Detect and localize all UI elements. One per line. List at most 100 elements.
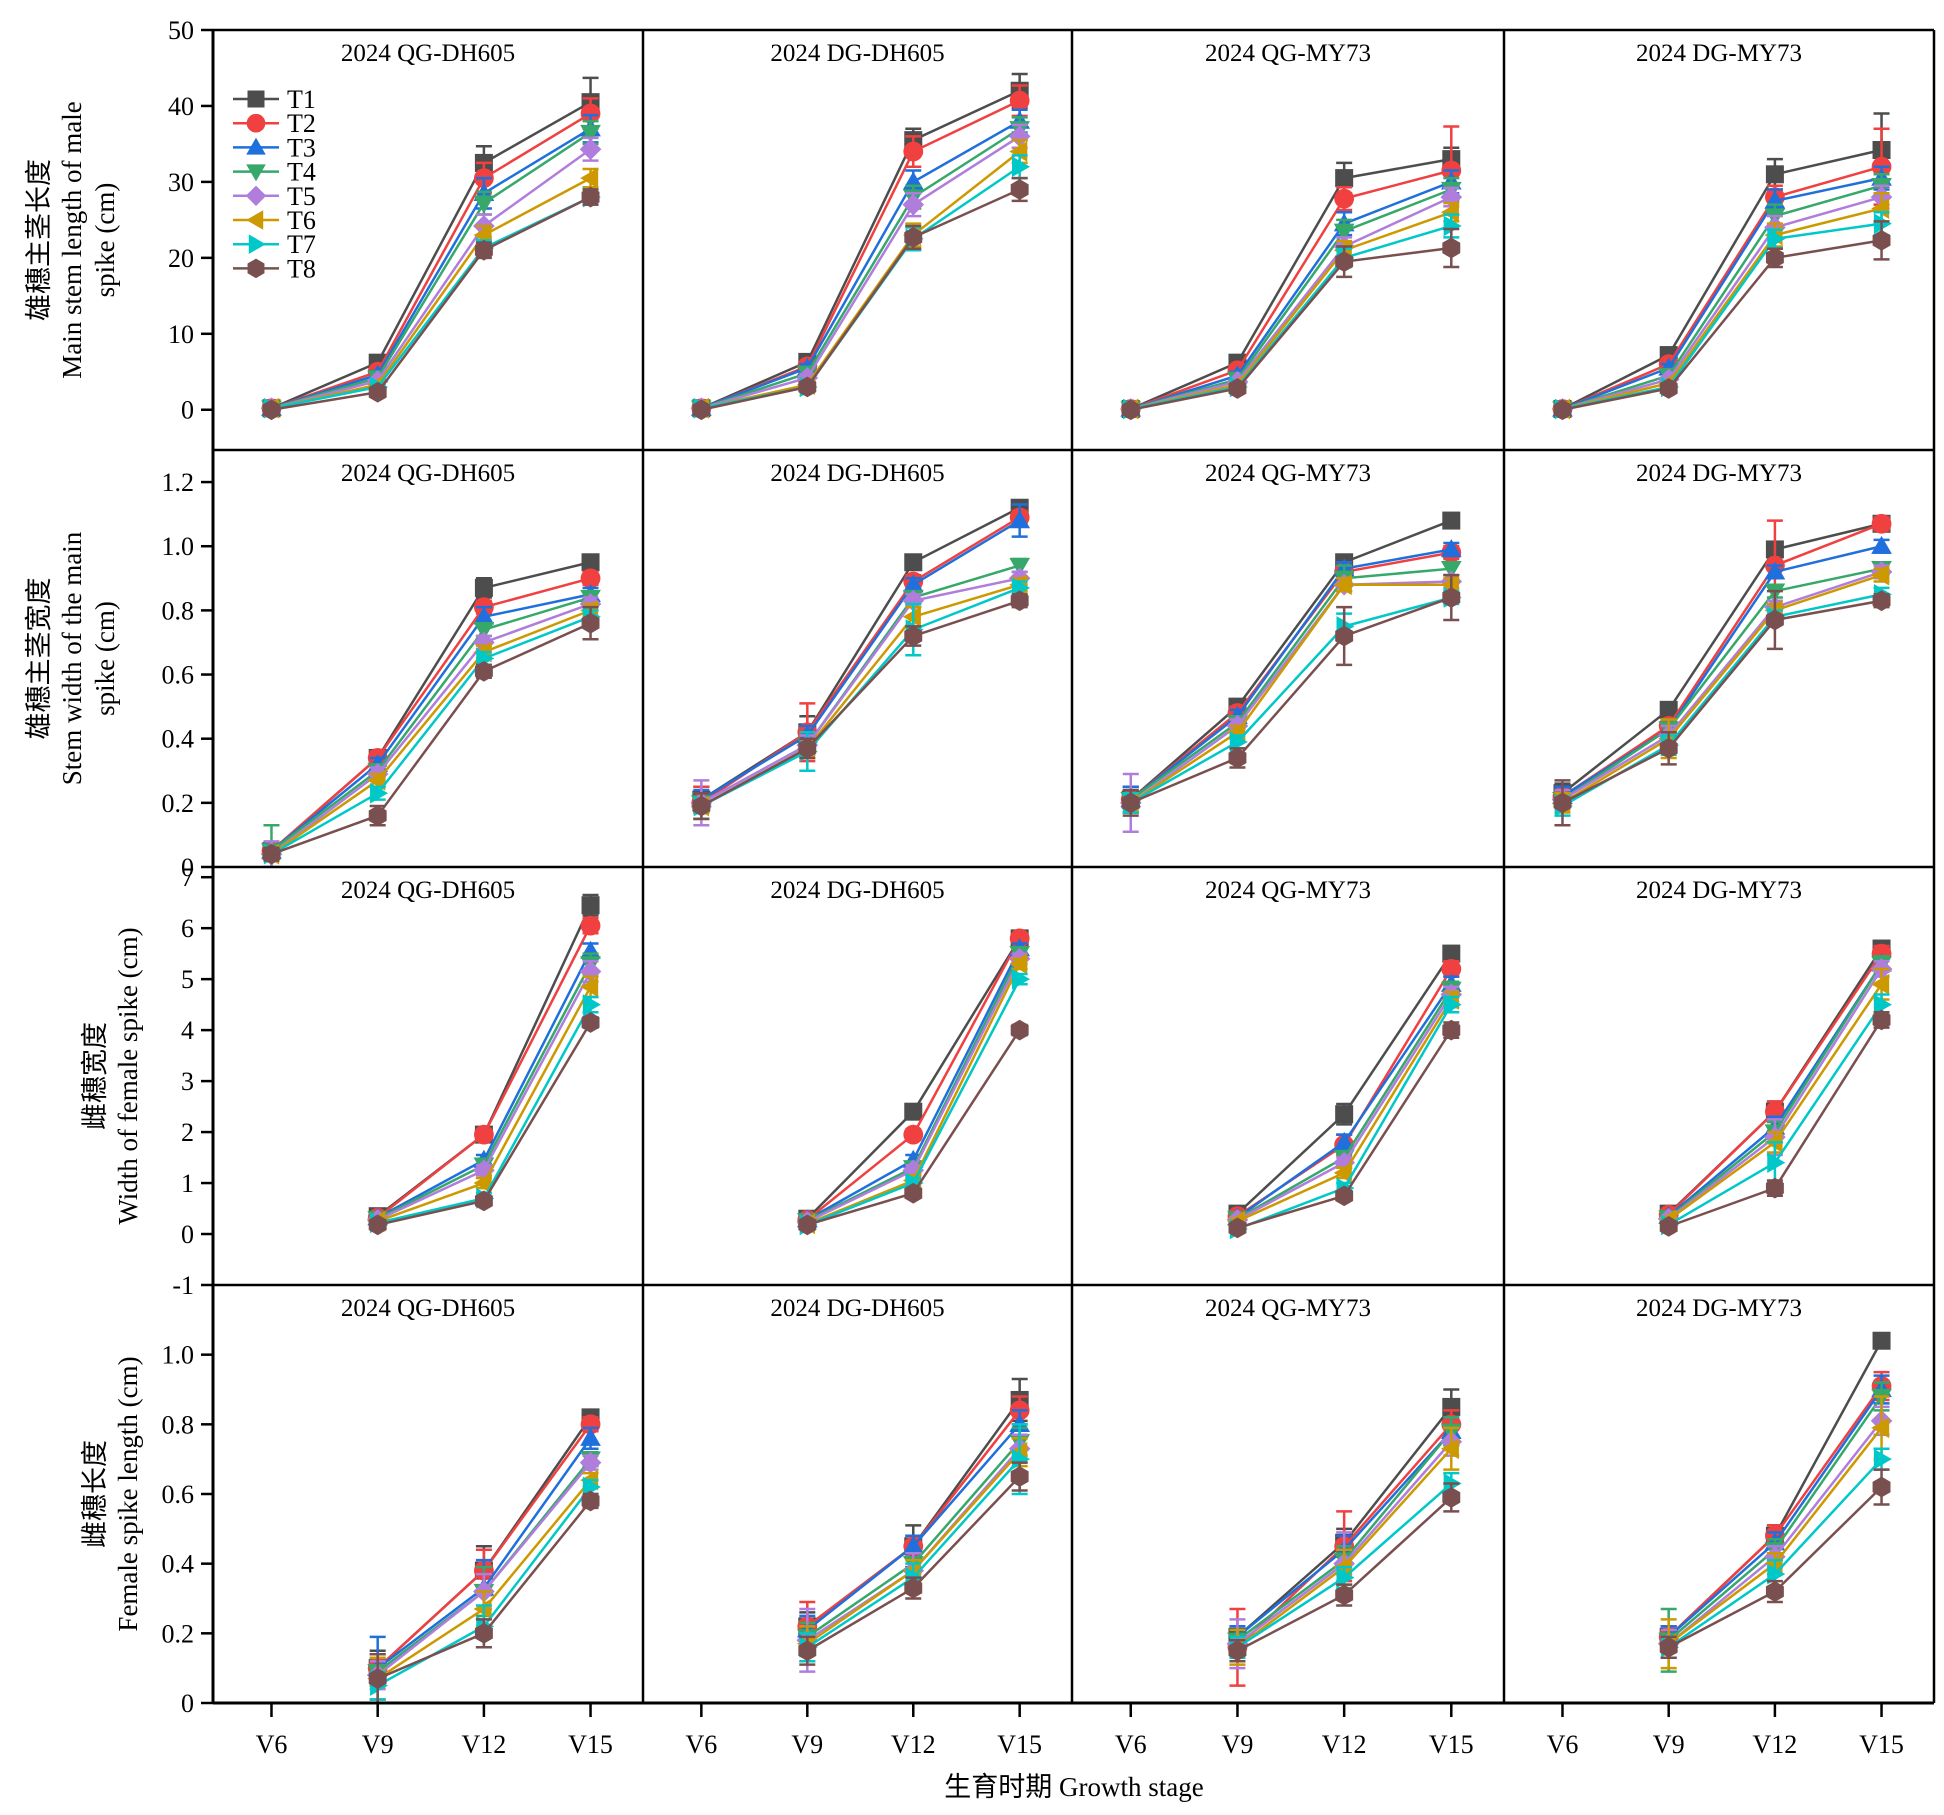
series-line [1130,180,1452,411]
marker-hexagon [798,376,817,398]
series-line [700,519,1021,801]
marker-diamond [902,193,925,216]
marker-hexagon [1553,792,1572,814]
series-line [270,577,591,852]
marker-square [1442,944,1461,963]
marker-circle [903,1124,924,1145]
x-tick-label: V12 [1322,1730,1367,1759]
legend-item-T2: T2 [233,109,316,138]
marker-square [904,1102,923,1121]
row-1: 0 10 20 30 40 50 雄穗主茎长度 Main stem length of mal… [24,16,1893,425]
marker-hexagon [1228,1640,1247,1662]
series-line [1561,545,1882,798]
y-tick-label: 0.2 [162,1619,195,1648]
series-line [1130,169,1452,411]
legend-label: T6 [287,206,316,235]
x-tick-label: V15 [568,1730,613,1759]
marker-triangle-right [1873,213,1892,235]
legend-item-T6: T6 [233,206,316,235]
marker-triangle-left [1333,574,1352,596]
legend-item-T8: T8 [233,254,316,283]
series-line [1562,184,1882,411]
marker-hexagon [474,1622,493,1644]
series-T4 [1552,173,1892,420]
y-tick-label: 7 [181,863,194,892]
marker-triangle-up [1871,535,1892,554]
series-T1 [1553,112,1891,418]
marker-triangle-right [1767,228,1786,250]
y-tick-label: 10 [168,320,194,349]
marker-triangle-left [1871,198,1890,219]
y-axis-title-en: Width of female spike (cm) [113,927,143,1224]
panel: 2024 DG-DH605 [690,460,1031,827]
series-T8 [1659,1468,1891,1659]
marker-hexagon [474,660,493,682]
marker-hexagon [1010,1466,1029,1487]
x-tick-label: V15 [1859,1730,1904,1759]
series-line [1562,207,1882,411]
y-tick-label: 6 [181,914,194,943]
marker-diamond [579,1451,602,1474]
marker-triangle-up [902,574,924,593]
marker-triangle-up [473,606,495,625]
y-tick-label: 1.2 [162,468,195,497]
marker-hexagon [1659,737,1678,759]
series-line [270,615,591,856]
panel: 2024 QG-MY73 V6 V9 V12 V15 [1115,1295,1474,1759]
panel-title: 2024 DG-DH605 [770,40,944,67]
series-T5 [1551,184,1893,420]
y-axis-title-en: Main stem length of male [57,101,87,378]
marker-triangle-left [473,1598,492,1620]
series-T6 [261,600,599,865]
series-T6 [1120,201,1460,420]
marker-hexagon [1228,378,1247,399]
panel: 2024 DG-DH605 V6 V9 V12 V15 [685,1295,1042,1759]
series-line [1561,522,1882,798]
marker-hexagon [1335,251,1354,272]
marker-hexagon [1765,1581,1784,1602]
series-T8 [262,605,600,865]
row-4: 0 0.2 0.4 0.6 0.8 1.0 雌穗长度 Female spike length … [80,1295,1904,1759]
panel-plot [690,498,1031,827]
series-line [1130,211,1452,411]
x-tick-label: V12 [1753,1730,1798,1759]
series-T8 [692,590,1029,821]
y-tick-label: 5 [181,965,194,994]
panel-plot [1119,511,1463,833]
panel: 2024 QG-DH605 V6 V9 V12 V15 [256,1295,613,1759]
marker-circle [1009,90,1030,111]
y-tick-label: 2 [181,1118,194,1147]
series-line [270,602,591,856]
series-line [700,506,1021,801]
panel: 2024 DG-MY73 [1551,40,1893,421]
panel-title: 2024 QG-DH605 [341,460,515,487]
x-tick-label: V15 [1429,1730,1474,1759]
panel-plot [796,1377,1031,1673]
panel: 2024 DG-DH605 [690,40,1031,421]
series-line [1561,599,1882,804]
x-axis-title: 生育时期 Growth stage [944,1772,1203,1802]
marker-triangle-down [473,195,495,214]
marker-hexagon [904,625,923,647]
x-tick-label: V6 [1547,1730,1579,1759]
marker-hexagon [904,226,923,248]
marker-triangle-left [1764,1553,1783,1575]
marker-triangle-right [1336,1567,1355,1588]
y-tick-label: 0.8 [162,1410,195,1439]
panel: 2024 QG-DH605 [260,460,602,867]
marker-hexagon [581,1490,600,1512]
panel-plot [1551,112,1893,421]
panel-plot [1226,1388,1463,1687]
marker-hexagon [1553,399,1572,421]
series-line [1130,246,1452,411]
marker-triangle-left [1440,1438,1459,1460]
panel-title: 2024 QG-DH605 [341,1295,515,1322]
legend-item-T1: T1 [233,85,316,114]
y-axis-title-cn: 雄穗主茎长度 [24,159,54,321]
series-line [700,99,1021,410]
series-line [700,135,1021,410]
panel-title: 2024 DG-DH605 [770,1295,944,1322]
panel: 2024 QG-DH605 [341,877,602,1236]
